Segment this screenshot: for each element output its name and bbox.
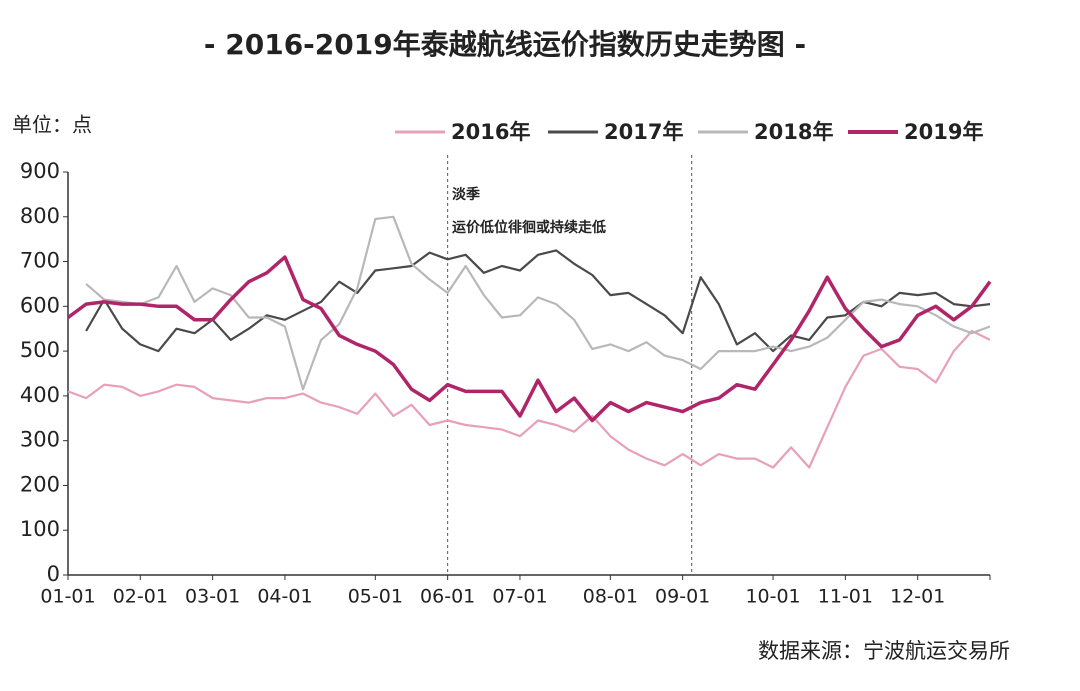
legend-label: 2016年 (451, 120, 530, 144)
x-tick-label: 07-01 (492, 586, 547, 608)
x-tick-label: 04-01 (257, 586, 312, 608)
x-tick-label: 03-01 (185, 586, 240, 608)
y-tick-label: 100 (20, 517, 60, 541)
annotation: 运价低位徘徊或持续走低 (452, 219, 606, 236)
y-tick-label: 0 (47, 562, 60, 586)
x-tick-label: 08-01 (583, 586, 638, 608)
x-tick-label: 01-01 (40, 586, 95, 608)
y-tick-label: 900 (20, 159, 60, 183)
y-tick-label: 800 (20, 204, 60, 228)
x-tick-label: 11-01 (818, 586, 873, 608)
x-tick-label: 12-01 (890, 586, 945, 608)
x-tick-label: 02-01 (113, 586, 168, 608)
x-tick-label: 05-01 (348, 586, 403, 608)
series-line (85, 249, 991, 353)
series-line (67, 329, 991, 469)
x-tick-label: 10-01 (745, 586, 800, 608)
chart-title: - 2016-2019年泰越航线运价指数历史走势图 - (204, 28, 806, 61)
series-line (66, 255, 992, 423)
series-line (85, 215, 991, 391)
y-tick-label: 300 (20, 428, 60, 452)
x-tick-label: 09-01 (655, 586, 710, 608)
annotation: 淡季 (452, 186, 480, 203)
y-tick-label: 600 (20, 293, 60, 317)
y-tick-label: 700 (20, 249, 60, 273)
legend-label: 2018年 (754, 120, 833, 144)
y-tick-label: 400 (20, 383, 60, 407)
legend-label: 2019年 (904, 120, 983, 144)
x-tick-label: 06-01 (420, 586, 475, 608)
source: 数据来源：宁波航运交易所 (758, 639, 1010, 663)
legend-label: 2017年 (604, 120, 683, 144)
y-tick-label: 500 (20, 338, 60, 362)
y-axis-label: 单位：点 (12, 113, 92, 137)
y-tick-label: 200 (20, 472, 60, 496)
